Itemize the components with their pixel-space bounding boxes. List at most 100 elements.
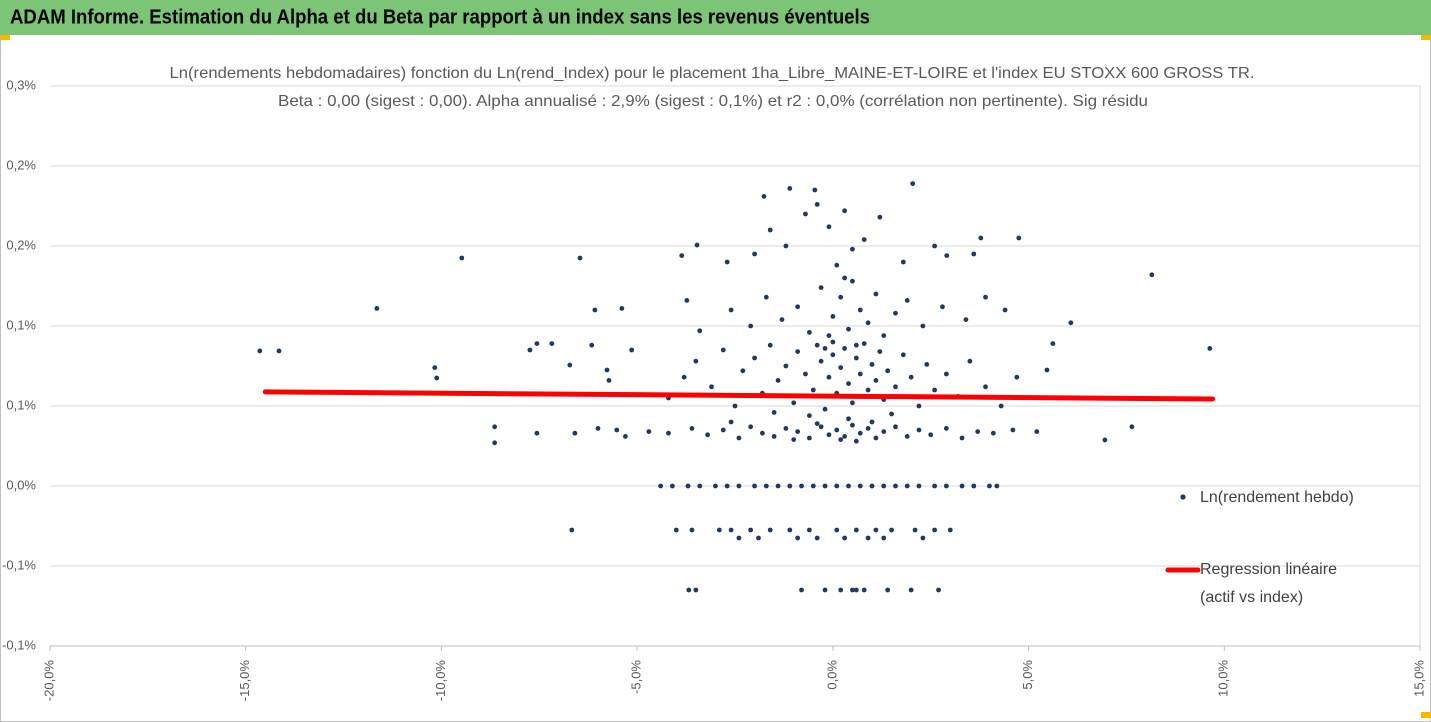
scatter-point (658, 483, 664, 489)
scatter-point (432, 365, 438, 370)
scatter-point (940, 304, 945, 310)
scatter-point (567, 362, 573, 368)
scatter-point (760, 430, 765, 436)
scatter-point (842, 535, 847, 541)
scatter-point (889, 527, 894, 533)
scatter-point (1149, 272, 1155, 278)
scatter-point (606, 378, 612, 383)
scatter-point (694, 242, 700, 248)
scatter-point (818, 358, 824, 364)
corner-mark (1421, 712, 1431, 718)
scatter-point (810, 483, 816, 489)
scatter-point (814, 421, 820, 426)
scatter-point (492, 424, 498, 430)
scatter-point (693, 358, 699, 364)
scatter-point (374, 306, 380, 311)
scatter-point (826, 333, 832, 338)
x-tick-label: 15,0% (1411, 660, 1426, 697)
scatter-point (846, 416, 851, 422)
scatter-point (814, 202, 820, 207)
y-tick-label: 0,2% (6, 157, 36, 172)
scatter-point (685, 483, 691, 489)
scatter-point (865, 426, 871, 431)
scatter-point (787, 527, 793, 533)
x-tick-label: 0,0% (824, 660, 839, 690)
scatter-point (865, 387, 871, 393)
scatter-point (842, 346, 847, 351)
scatter-point (838, 365, 844, 370)
scatter-point (276, 348, 282, 354)
scatter-point (900, 259, 906, 265)
scatter-point (850, 246, 855, 252)
scatter-point (869, 362, 875, 367)
scatter-point (834, 483, 840, 489)
corner-mark (0, 35, 10, 40)
scatter-point (740, 368, 746, 374)
scatter-point (673, 527, 679, 533)
scatter-point (857, 430, 863, 436)
x-tick-label: 5,0% (1020, 660, 1035, 690)
scatter-point (834, 262, 840, 268)
legend-key (1180, 494, 1186, 500)
scatter-point (666, 430, 671, 436)
scatter-point (877, 214, 883, 220)
scatter-point (752, 251, 757, 257)
scatter-point (881, 429, 887, 434)
scatter-point (861, 237, 867, 243)
scatter-point (928, 432, 934, 438)
scatter-point (916, 483, 922, 489)
scatter-point (850, 278, 855, 284)
scatter-point (604, 367, 610, 373)
scatter-point (857, 483, 863, 489)
scatter-point (853, 355, 859, 361)
scatter-point (748, 527, 754, 533)
scatter-point (783, 243, 789, 249)
scatter-point (679, 253, 685, 258)
scatter-point (713, 483, 718, 489)
scatter-point (795, 349, 801, 354)
scatter-point (822, 346, 828, 351)
scatter-point (983, 294, 988, 300)
scatter-point (257, 348, 263, 354)
scatter-point (572, 430, 578, 436)
scatter-point (806, 330, 812, 335)
scatter-point (947, 527, 953, 533)
scatter-point (861, 587, 867, 593)
scatter-point (885, 587, 891, 593)
scatter-point (589, 342, 595, 348)
scatter-point (767, 342, 773, 348)
scatter-point (720, 427, 726, 433)
scatter-point (720, 347, 726, 353)
scatter-point (853, 342, 859, 348)
scatter-point (752, 355, 757, 361)
scatter-point (1102, 437, 1108, 443)
scatter-point (822, 587, 828, 593)
y-tick-label: 0,3% (6, 77, 36, 92)
scatter-point (900, 352, 906, 358)
scatter-point (932, 387, 938, 393)
scatter-point (724, 259, 730, 265)
scatter-point (771, 410, 777, 415)
scatter-point (943, 426, 949, 431)
scatter-point (904, 434, 910, 439)
scatter-point (881, 483, 887, 489)
scatter-point (869, 483, 875, 489)
y-tick-label: 0,1% (6, 317, 36, 332)
scatter-point (865, 535, 871, 541)
scatter-point (806, 435, 812, 441)
scatter-point (459, 255, 465, 261)
scatter-point (736, 535, 742, 541)
scatter-point (959, 483, 965, 489)
scatter-point (916, 427, 922, 433)
y-tick-label: 0,0% (6, 477, 36, 492)
scatter-point (1207, 346, 1213, 351)
scatter-point (795, 429, 801, 434)
scatter-point (904, 298, 910, 303)
scatter-point (752, 483, 757, 489)
y-tick-label: 0,2% (6, 237, 36, 252)
scatter-point (767, 527, 773, 533)
y-tick-label: -0,1% (2, 637, 36, 652)
corner-mark (1421, 35, 1431, 40)
